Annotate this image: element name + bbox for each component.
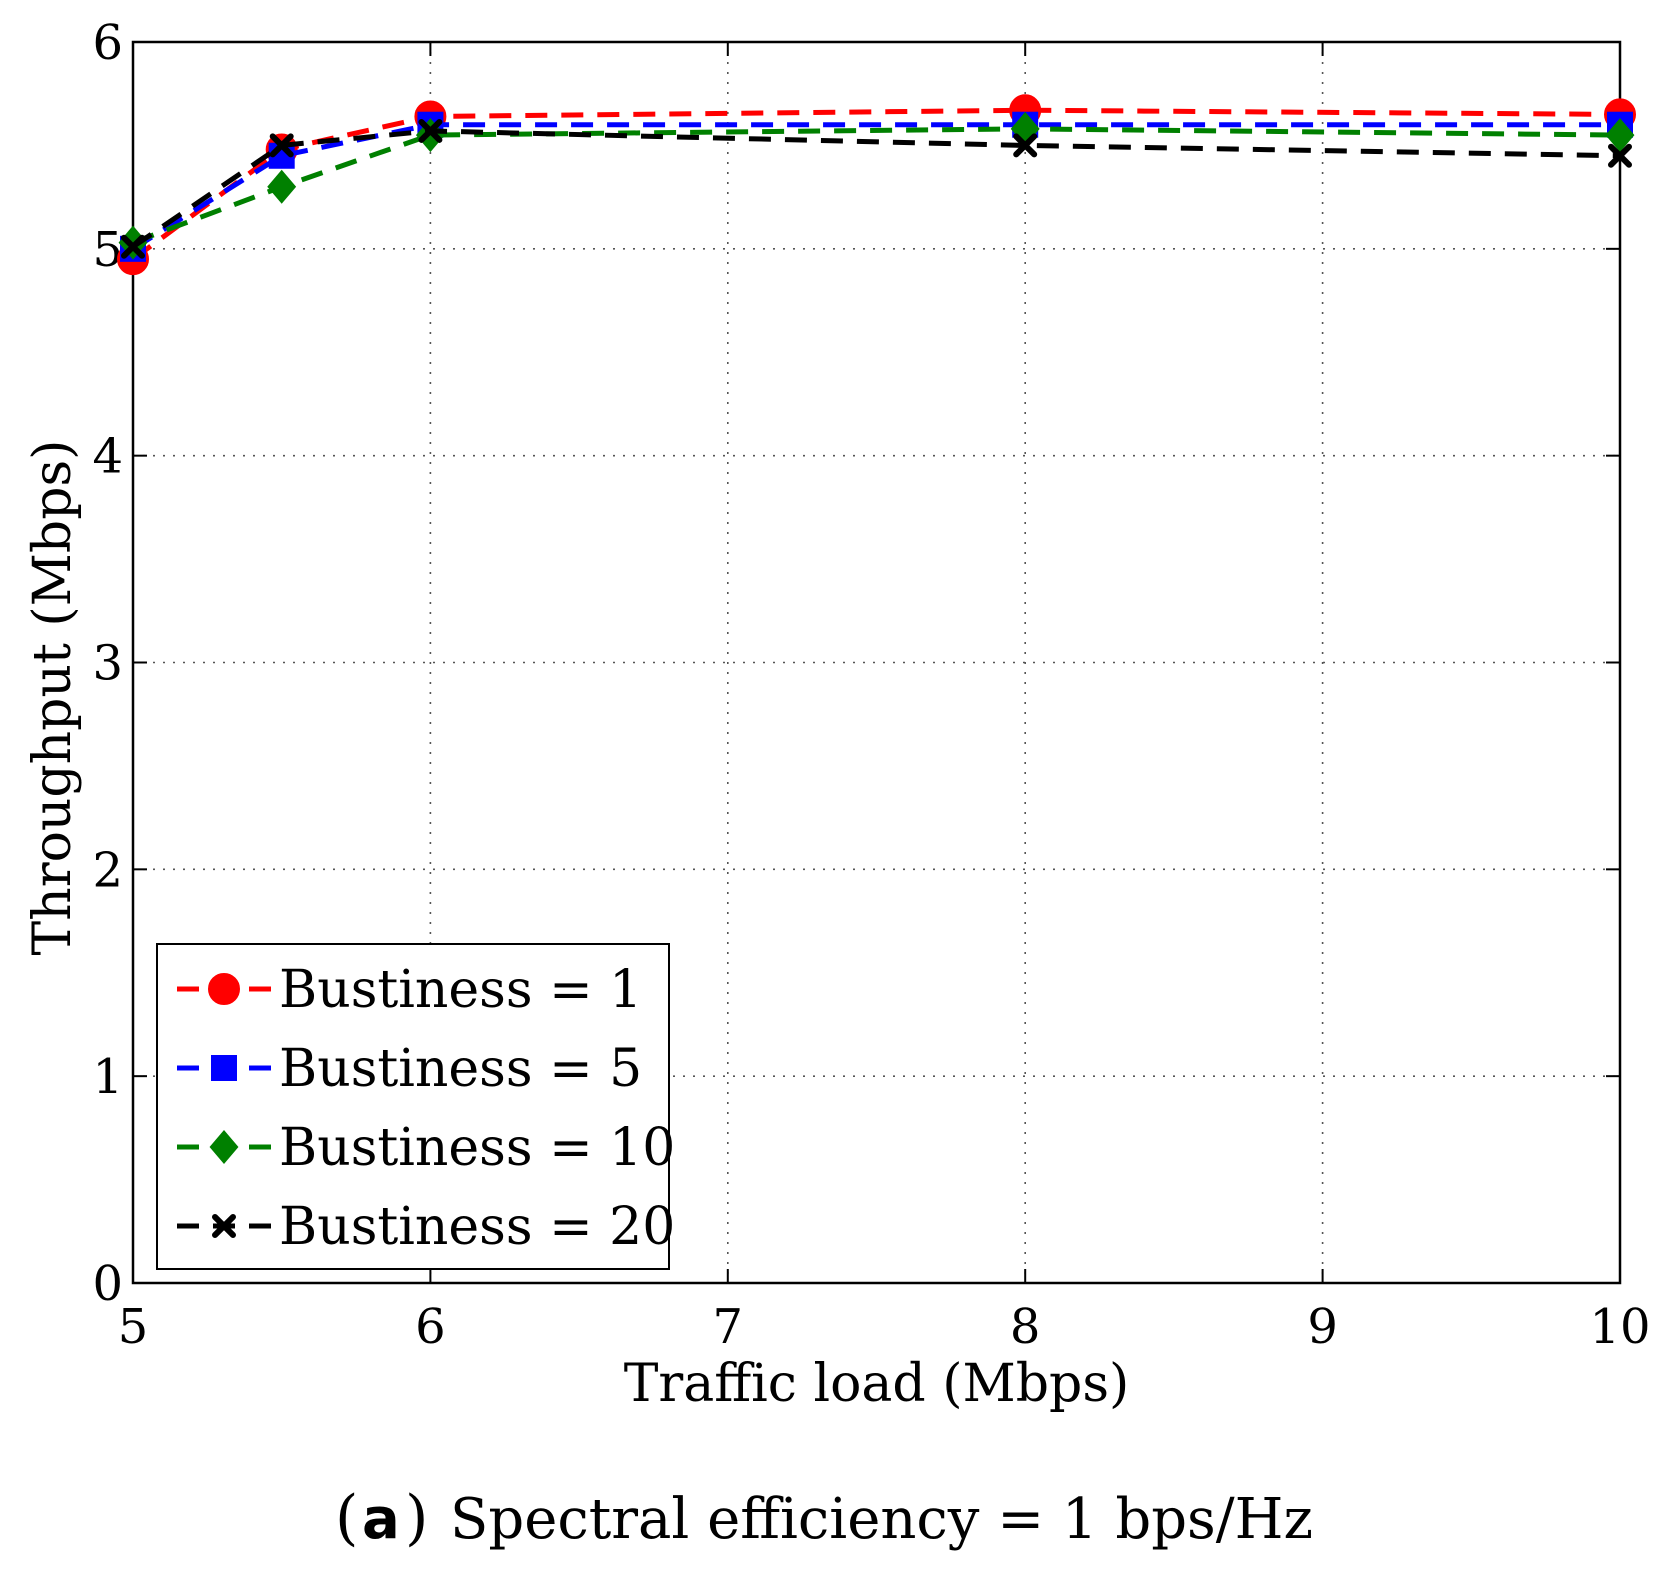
legend-label: Bustiness = 5	[279, 1039, 642, 1099]
y-tick-label: 5	[92, 222, 123, 278]
grid	[133, 42, 1620, 1283]
y-tick-label: 2	[92, 842, 123, 898]
legend-box	[156, 943, 670, 1270]
data-point-x	[1608, 143, 1632, 168]
legend-label: Bustiness = 1	[279, 960, 642, 1020]
legend-marker-diamond	[209, 1130, 239, 1164]
legend-item: Bustiness = 1	[177, 960, 642, 1020]
x-tick-label: 9	[1307, 1299, 1338, 1355]
series-4	[121, 118, 1632, 259]
series-1	[117, 94, 1636, 276]
x-tick-label: 6	[415, 1299, 446, 1355]
caption-close-paren: )	[405, 1483, 428, 1553]
caption-label: a	[362, 1487, 400, 1552]
series-2	[120, 111, 1633, 262]
series-3	[118, 111, 1635, 260]
figure-caption: ( a ) Spectral efficiency = 1 bps/Hz	[335, 1483, 1313, 1553]
series-group	[117, 94, 1636, 276]
x-tick-label: 5	[118, 1299, 149, 1355]
caption-text: Spectral efficiency = 1 bps/Hz	[450, 1487, 1313, 1552]
legend: Bustiness = 1 Bustiness = 5 Bustiness = 10…	[156, 943, 675, 1270]
data-point-diamond	[267, 169, 297, 204]
series-line	[132, 126, 1621, 245]
data-point-x	[269, 133, 294, 158]
legend-marker-circle	[208, 973, 240, 1005]
y-tick-label: 4	[92, 429, 123, 485]
legend-label: Bustiness = 20	[279, 1197, 675, 1257]
axis-ticks: 5 6 7 8 9 10 0 1 2 3 4 5 6	[92, 15, 1650, 1355]
y-tick-label: 6	[92, 15, 123, 71]
data-point-x	[121, 234, 145, 259]
y-tick-label: 1	[92, 1049, 123, 1105]
legend-label: Bustiness = 10	[279, 1118, 675, 1178]
data-point-diamond	[1605, 118, 1635, 153]
data-point-x	[418, 118, 443, 143]
series-line	[131, 128, 1621, 249]
legend-item: Bustiness = 20	[177, 1197, 675, 1257]
x-tick-label: 10	[1589, 1299, 1650, 1355]
x-tick-label: 7	[713, 1299, 744, 1355]
legend-marker-x	[212, 1214, 236, 1238]
x-axis-title: Traffic load (Mbps)	[624, 1354, 1130, 1414]
legend-item: Bustiness = 5	[177, 1039, 642, 1099]
y-axis-title: Throughput (Mbps)	[23, 440, 83, 956]
data-point-x	[1013, 133, 1038, 158]
caption-open-paren: (	[335, 1483, 358, 1553]
legend-item: Bustiness = 10	[177, 1118, 675, 1178]
y-tick-label: 3	[92, 636, 123, 692]
y-tick-label: 0	[92, 1256, 123, 1312]
legend-marker-square	[211, 1055, 237, 1081]
x-tick-label: 8	[1010, 1299, 1041, 1355]
